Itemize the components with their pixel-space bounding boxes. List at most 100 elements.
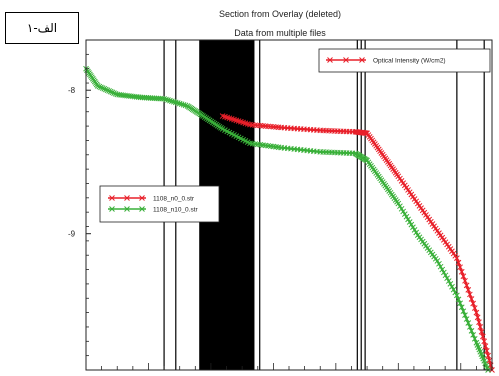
series-1-point-193 — [436, 260, 442, 267]
series-1-point-13 — [96, 83, 103, 90]
legend-marker-0-2 — [139, 195, 145, 201]
series-0-point-131 — [471, 305, 478, 311]
series-0-point-134 — [476, 319, 482, 326]
series-0-point-128 — [467, 291, 473, 298]
series-1-point-48 — [161, 95, 167, 102]
series-1-point-211 — [465, 320, 472, 326]
legend-marker-1-2 — [139, 206, 145, 212]
series-0-point-129 — [468, 296, 475, 302]
series-1-point-214 — [470, 331, 476, 338]
series-1-point-202 — [450, 286, 457, 293]
series-0-point-127 — [465, 287, 472, 293]
series-0-point-125 — [462, 277, 468, 284]
series-1-point-49 — [163, 96, 169, 103]
series-1-point-168 — [395, 200, 402, 207]
series-1-point-15 — [99, 85, 106, 91]
series-1-point-197 — [442, 272, 449, 279]
series-1-point-169 — [397, 203, 403, 210]
series-1-point-175 — [406, 219, 413, 225]
legend-extra-box — [318, 48, 491, 73]
series-1-point-59 — [182, 102, 189, 109]
series-0-point-137 — [480, 333, 486, 340]
series-0-point-136 — [478, 328, 485, 335]
legend-marker-0-0 — [109, 195, 115, 201]
series-1-point-53 — [170, 98, 177, 105]
series-0 — [219, 113, 495, 373]
series-1-point-12 — [94, 83, 101, 89]
series-1-point-56 — [176, 100, 183, 107]
series-1-point-23 — [112, 90, 119, 97]
series-0-point-120 — [454, 255, 460, 261]
series-0-point-133 — [474, 314, 481, 321]
series-1-point-172 — [401, 211, 408, 217]
series-1-point-198 — [444, 275, 450, 282]
series-1-point-19 — [106, 88, 112, 94]
series-1-point-52 — [169, 98, 175, 105]
y-tick-label-1: -9 — [68, 230, 76, 239]
series-0-point-135 — [477, 324, 484, 330]
series-1-point-208 — [460, 308, 467, 315]
chart-subtitle: Data from multiple files — [234, 28, 326, 38]
series-1-point-54 — [172, 99, 179, 106]
series-0-point-142 — [486, 357, 493, 364]
legend-label-1: 1108_n10_0.str — [153, 207, 199, 214]
series-1-point-206 — [457, 300, 463, 307]
legend-marker-1-0 — [109, 206, 115, 212]
series-1-point-55 — [174, 100, 181, 106]
y-tick-label-0: -8 — [68, 86, 76, 95]
series-1-point-177 — [410, 224, 416, 231]
series-0-point-139 — [482, 343, 489, 349]
series-1-point-171 — [400, 208, 407, 215]
series-1-point-22 — [111, 90, 117, 96]
series-1-point-179 — [413, 229, 420, 236]
series-1-point-178 — [411, 227, 418, 233]
series-1-point-16 — [101, 85, 108, 92]
series-1-point-212 — [467, 324, 473, 330]
legend-extra: Optical Intensity (W/cm2) — [318, 48, 491, 73]
legend-marker-1-1 — [124, 206, 130, 212]
series-1-point-195 — [439, 266, 446, 273]
legend-extra-marker-1 — [343, 57, 349, 63]
legend-extra-marker-0 — [327, 57, 333, 63]
series-1-point-176 — [408, 221, 415, 228]
legend-extra-marker-2 — [359, 57, 365, 63]
series-1-point-57 — [178, 101, 185, 108]
series-1-point-196 — [440, 269, 447, 276]
series-1-point-204 — [454, 292, 460, 299]
series-1-point-20 — [107, 88, 114, 95]
legend-extra-label: Optical Intensity (W/cm2) — [373, 58, 446, 65]
series-1-point-210 — [463, 316, 470, 322]
series-0-point-132 — [473, 309, 480, 316]
series-1 — [83, 65, 491, 373]
chart-title: Section from Overlay (deleted) — [218, 9, 342, 19]
series-1-point-194 — [437, 263, 444, 270]
series-1-point-207 — [458, 304, 465, 311]
series-1-point-50 — [165, 97, 171, 103]
legend-label-0: 1108_n0_0.str — [153, 196, 195, 203]
series-0-point-141 — [485, 352, 491, 359]
series-0-point-123 — [458, 268, 465, 275]
series-1-point-174 — [405, 216, 411, 223]
series-1-point-213 — [468, 328, 475, 334]
series-1-point-173 — [403, 213, 410, 220]
series-1-point-215 — [471, 335, 478, 342]
series-1-point-192 — [434, 258, 441, 264]
series-1-point-170 — [398, 205, 405, 212]
series-1-point-21 — [109, 89, 116, 96]
legend-series-box — [99, 185, 220, 223]
series-1-point-205 — [455, 296, 462, 303]
series-0-point-126 — [463, 282, 470, 289]
series-0-point-124 — [460, 273, 467, 280]
series-0-point-58 — [362, 130, 368, 136]
figure-label: ۱-الف — [5, 12, 79, 44]
series-1-point-200 — [447, 281, 454, 287]
series-1-point-17 — [102, 86, 109, 93]
series-1-point-209 — [462, 312, 468, 318]
series-1-point-199 — [445, 278, 452, 284]
series-1-point-58 — [180, 101, 187, 108]
series-1-point-18 — [104, 87, 111, 94]
series-0-point-140 — [483, 348, 490, 354]
series-0-point-130 — [470, 300, 476, 307]
series-1-point-203 — [452, 289, 459, 296]
